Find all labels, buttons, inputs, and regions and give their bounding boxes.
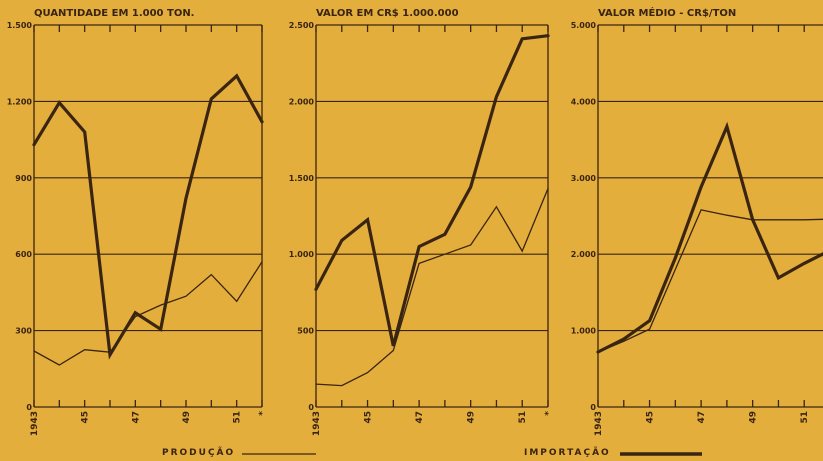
y-tick-label: 3.000 [571, 174, 597, 183]
x-tick-label: * [258, 411, 268, 416]
series-line-importacao [596, 121, 823, 354]
x-tick-label: 45 [646, 411, 656, 424]
y-tick-label: 300 [15, 327, 32, 336]
x-tick-label: 49 [467, 411, 477, 424]
y-tick-label: 5.000 [571, 21, 597, 30]
y-tick-label: 1.000 [289, 250, 315, 259]
y-tick-label: 500 [297, 327, 314, 336]
y-tick-label: 2.000 [289, 97, 315, 106]
x-tick-label: 47 [697, 411, 707, 424]
x-tick-label: * [544, 411, 554, 416]
x-tick-label: 45 [364, 411, 374, 424]
x-tick-label: 45 [81, 411, 91, 424]
y-tick-label: 900 [15, 174, 32, 183]
y-tick-label: 600 [15, 250, 32, 259]
x-tick-label: 51 [800, 411, 810, 424]
x-tick-label: 49 [182, 411, 192, 424]
y-tick-label: 0 [308, 403, 314, 412]
x-tick-label: 1943 [30, 411, 40, 436]
y-tick-label: 0 [590, 403, 596, 412]
chart-title: VALOR EM CR$ 1.000.000 [316, 8, 459, 19]
chart-panel-valor: VALOR EM CR$ 1.000.000 2.500 2.000 1.500 1.… [289, 8, 554, 436]
y-tick-label: 2.000 [571, 250, 597, 259]
x-tick-label: 1943 [594, 411, 604, 436]
y-tick-label: 1.200 [7, 97, 33, 106]
series-line-importacao [32, 73, 264, 360]
series-line-importacao [314, 34, 550, 347]
series-line-producao [315, 187, 549, 387]
x-tick-label: 47 [131, 411, 141, 424]
chart-panel-quantidade: QUANTIDADE EM 1.000 TON. 1.500 1.200 900 60… [7, 8, 268, 436]
x-tick-label: 47 [415, 411, 425, 424]
y-tick-label: 2.500 [289, 21, 315, 30]
chart-title: VALOR MÉDIO - CR$/TON [598, 6, 736, 19]
legend-label-importacao: IMPORTAÇÃO [524, 447, 611, 458]
y-tick-label: 1.500 [7, 21, 33, 30]
legend-label-producao: PRODUÇÃO [162, 447, 235, 458]
x-tick-label: 49 [749, 411, 759, 424]
y-tick-label: 0 [26, 403, 32, 412]
series-line-producao [597, 209, 823, 353]
x-tick-label: 51 [518, 411, 528, 424]
x-tick-label: 1943 [312, 411, 322, 436]
y-tick-label: 1.000 [571, 327, 597, 336]
legend: PRODUÇÃO IMPORTAÇÃO [162, 447, 702, 458]
x-tick-label: 51 [233, 411, 243, 424]
chart-panel-valor-medio: VALOR MÉDIO - CR$/TON 5.000 4.000 3.000 2.0… [571, 6, 823, 436]
series-line-producao [33, 261, 263, 366]
y-tick-label: 1.500 [289, 174, 315, 183]
y-tick-label: 4.000 [571, 97, 597, 106]
chart-title: QUANTIDADE EM 1.000 TON. [34, 8, 194, 19]
